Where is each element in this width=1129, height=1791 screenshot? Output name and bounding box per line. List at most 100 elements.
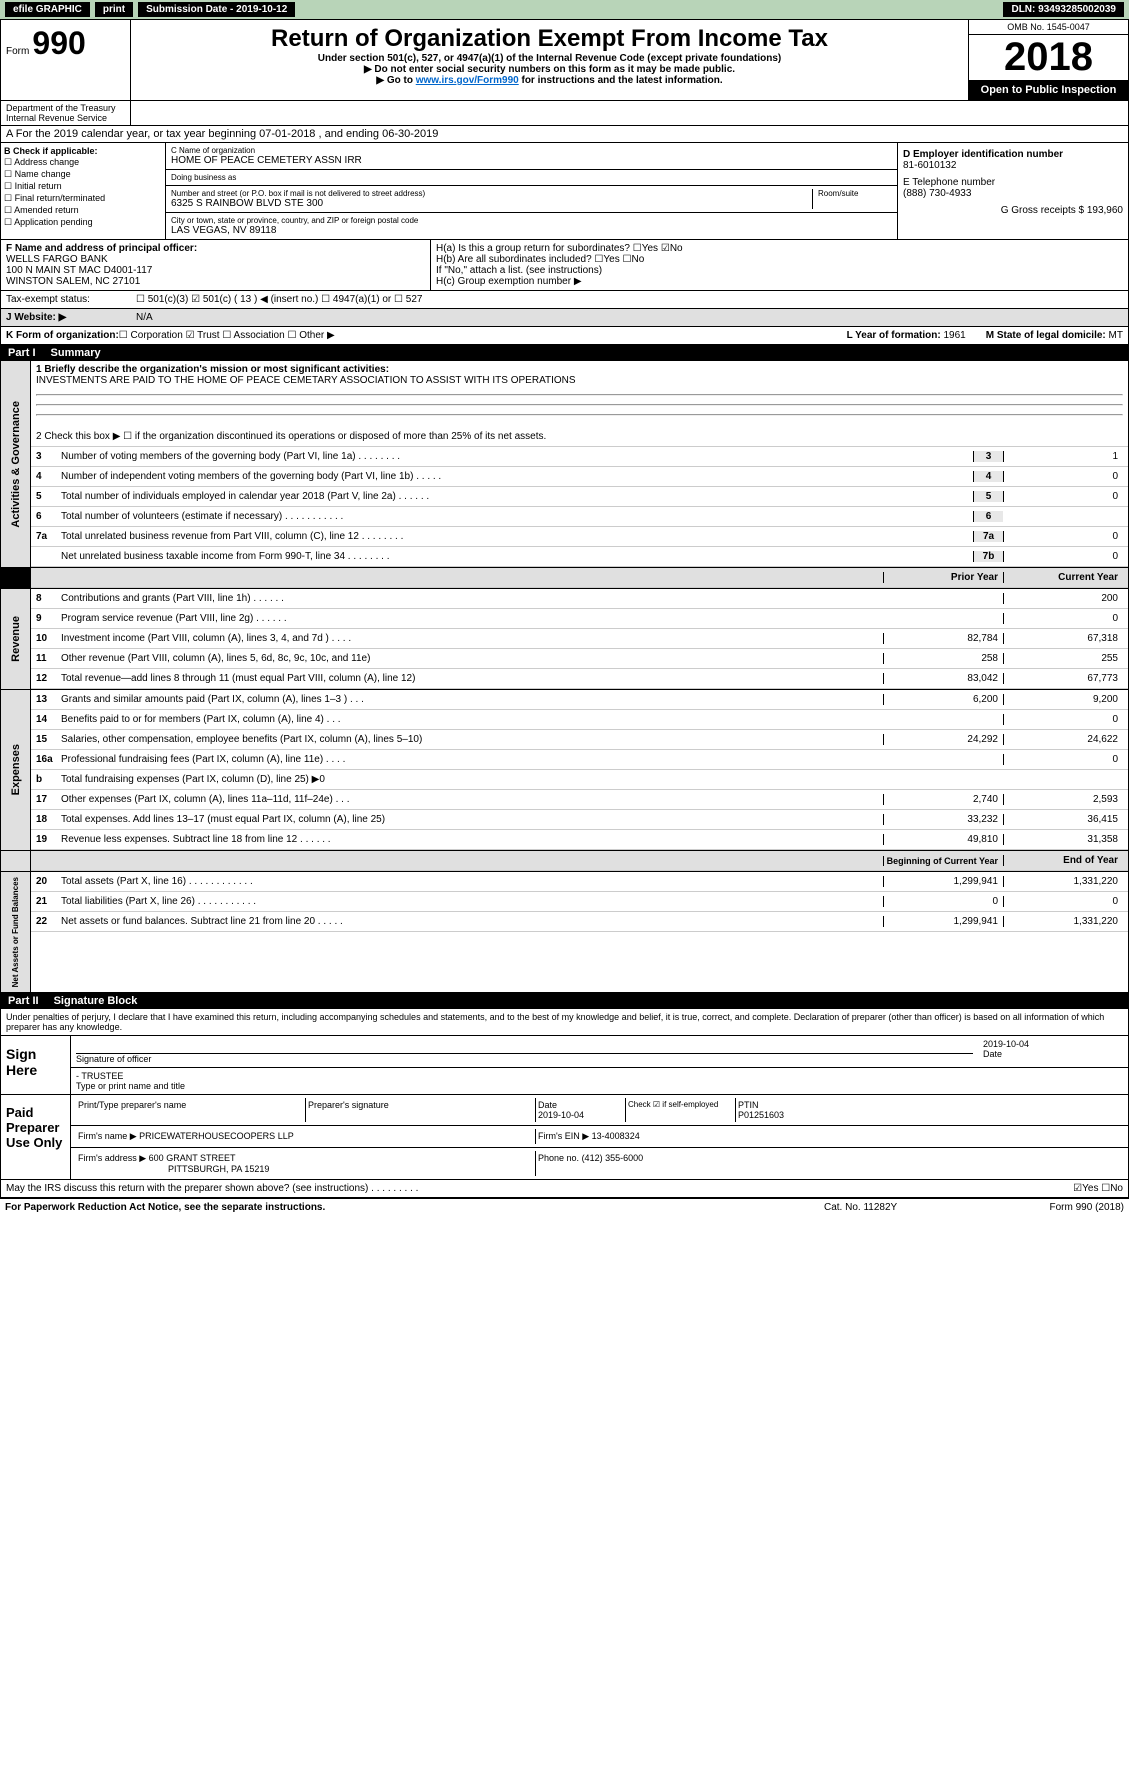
telephone: (888) 730-4933 [903,188,1123,199]
chk-name[interactable]: ☐ Name change [4,169,162,180]
paid-preparer-row: Paid Preparer Use Only Print/Type prepar… [0,1095,1129,1180]
table-row: 11Other revenue (Part VIII, column (A), … [31,649,1128,669]
part2-header: Part II Signature Block [0,993,1129,1009]
table-row: 3Number of voting members of the governi… [31,447,1128,467]
self-emp-check[interactable]: Check ☑ if self-employed [626,1098,736,1122]
table-row: 21Total liabilities (Part X, line 26) . … [31,892,1128,912]
table-row: 13Grants and similar amounts paid (Part … [31,690,1128,710]
part1-header: Part I Summary [0,345,1129,361]
governance-label: Activities & Governance [8,396,24,533]
table-row: 5Total number of individuals employed in… [31,487,1128,507]
tel-label: E Telephone number [903,177,1123,188]
ein: 81-6010132 [903,160,1123,171]
form-label: Form [6,46,29,57]
omb-number: OMB No. 1545-0047 [969,20,1128,35]
website-row: J Website: ▶ N/A [0,309,1129,327]
table-row: 20Total assets (Part X, line 16) . . . .… [31,872,1128,892]
form-org-label: K Form of organization: [6,330,119,341]
officer-addr1: 100 N MAIN ST MAC D4001-117 [6,265,425,276]
sign-date: 2019-10-04 [983,1039,1123,1049]
table-row: 10Investment income (Part VIII, column (… [31,629,1128,649]
officer-label: F Name and address of principal officer: [6,243,425,254]
type-label: Type or print name and title [76,1081,185,1091]
ein-label: D Employer identification number [903,149,1123,160]
tax-year: 2018 [969,35,1128,80]
section-a: A For the 2019 calendar year, or tax yea… [0,126,1129,143]
table-row: 4Number of independent voting members of… [31,467,1128,487]
sig-label: Signature of officer [76,1054,973,1064]
table-row: 22Net assets or fund balances. Subtract … [31,912,1128,932]
hb-note: If "No," attach a list. (see instruction… [436,265,1123,276]
table-row: 12Total revenue—add lines 8 through 11 (… [31,669,1128,689]
topbar: efile GRAPHIC print Submission Date - 20… [0,0,1129,19]
submission-date: Submission Date - 2019-10-12 [138,2,295,17]
form-number: 990 [32,25,85,61]
chk-pending[interactable]: ☐ Application pending [4,217,162,228]
mission-text: INVESTMENTS ARE PAID TO THE HOME OF PEAC… [36,375,1123,386]
table-row: 9Program service revenue (Part VIII, lin… [31,609,1128,629]
form-org-row: K Form of organization: ☐ Corporation ☑ … [0,327,1129,345]
sign-here-row: Sign Here Signature of officer 2019-10-0… [0,1036,1129,1095]
chk-amended[interactable]: ☐ Amended return [4,205,162,216]
revenue-section: Revenue 8Contributions and grants (Part … [0,589,1129,690]
expenses-label: Expenses [8,739,24,800]
table-row: 15Salaries, other compensation, employee… [31,730,1128,750]
website-label: J Website: ▶ [6,312,136,323]
q1: 1 Briefly describe the organization's mi… [36,364,1123,375]
subtitle-3: ▶ Go to www.irs.gov/Form990 for instruct… [136,75,963,86]
org-name-label: C Name of organization [171,146,892,155]
col-b-header: B Check if applicable: [4,146,162,156]
date-label: Date [983,1049,1123,1059]
table-row: 17Other expenses (Part IX, column (A), l… [31,790,1128,810]
city: LAS VEGAS, NV 89118 [171,225,892,236]
hc-label: H(c) Group exemption number ▶ [436,276,1123,287]
chk-initial[interactable]: ☐ Initial return [4,181,162,192]
chk-address[interactable]: ☐ Address change [4,157,162,168]
dln: DLN: 93493285002039 [1003,2,1124,17]
table-row: 7aTotal unrelated business revenue from … [31,527,1128,547]
table-row: 8Contributions and grants (Part VIII, li… [31,589,1128,609]
efile-link[interactable]: efile GRAPHIC [5,2,90,17]
sign-here-label: Sign Here [1,1036,71,1094]
footer: For Paperwork Reduction Act Notice, see … [0,1198,1129,1216]
print-button[interactable]: print [95,2,133,17]
gross-receipts: 193,960 [1087,205,1123,216]
department: Department of the Treasury Internal Reve… [1,101,131,125]
footer-cat: Cat. No. 11282Y [824,1202,974,1213]
table-row: 14Benefits paid to or for members (Part … [31,710,1128,730]
current-year-header: Current Year [1003,572,1123,583]
addr-label: Number and street (or P.O. box if mail i… [171,189,812,198]
irs-question: May the IRS discuss this return with the… [6,1183,418,1194]
tax-status-row: Tax-exempt status: ☐ 501(c)(3) ☑ 501(c) … [0,291,1129,309]
revenue-label: Revenue [8,611,24,667]
net-section: Net Assets or Fund Balances 20Total asse… [0,872,1129,993]
dba-label: Doing business as [171,173,892,182]
chk-final[interactable]: ☐ Final return/terminated [4,193,162,204]
table-row: Net unrelated business taxable income fr… [31,547,1128,567]
form-title: Return of Organization Exempt From Incom… [136,25,963,53]
open-public: Open to Public Inspection [969,80,1128,100]
address: 6325 S RAINBOW BLVD STE 300 [171,198,812,209]
footer-form: Form 990 (2018) [974,1202,1124,1213]
q2: 2 Check this box ▶ ☐ if the organization… [31,427,1128,447]
row-f: F Name and address of principal officer:… [0,240,1129,291]
net-header-row: Beginning of Current Year End of Year [0,851,1129,872]
officer-name: WELLS FARGO BANK [6,254,425,265]
form-header: Form 990 Return of Organization Exempt F… [0,19,1129,101]
subtitle-1: Under section 501(c), 527, or 4947(a)(1)… [136,53,963,64]
table-row: 19Revenue less expenses. Subtract line 1… [31,830,1128,850]
irs-discuss-row: May the IRS discuss this return with the… [0,1180,1129,1198]
penalty-text: Under penalties of perjury, I declare th… [0,1009,1129,1036]
hb-label: H(b) Are all subordinates included? [436,254,592,265]
trustee: - TRUSTEE [76,1071,185,1081]
subtitle-2: ▶ Do not enter social security numbers o… [136,64,963,75]
irs-link[interactable]: www.irs.gov/Form990 [416,75,519,86]
net-label: Net Assets or Fund Balances [9,872,22,992]
paid-label: Paid Preparer Use Only [1,1095,71,1179]
year-header-row: Prior Year Current Year [0,568,1129,589]
table-row: bTotal fundraising expenses (Part IX, co… [31,770,1128,790]
officer-addr2: WINSTON SALEM, NC 27101 [6,276,425,287]
end-year-header: End of Year [1003,855,1123,866]
table-row: 18Total expenses. Add lines 13–17 (must … [31,810,1128,830]
begin-year-header: Beginning of Current Year [883,856,1003,866]
